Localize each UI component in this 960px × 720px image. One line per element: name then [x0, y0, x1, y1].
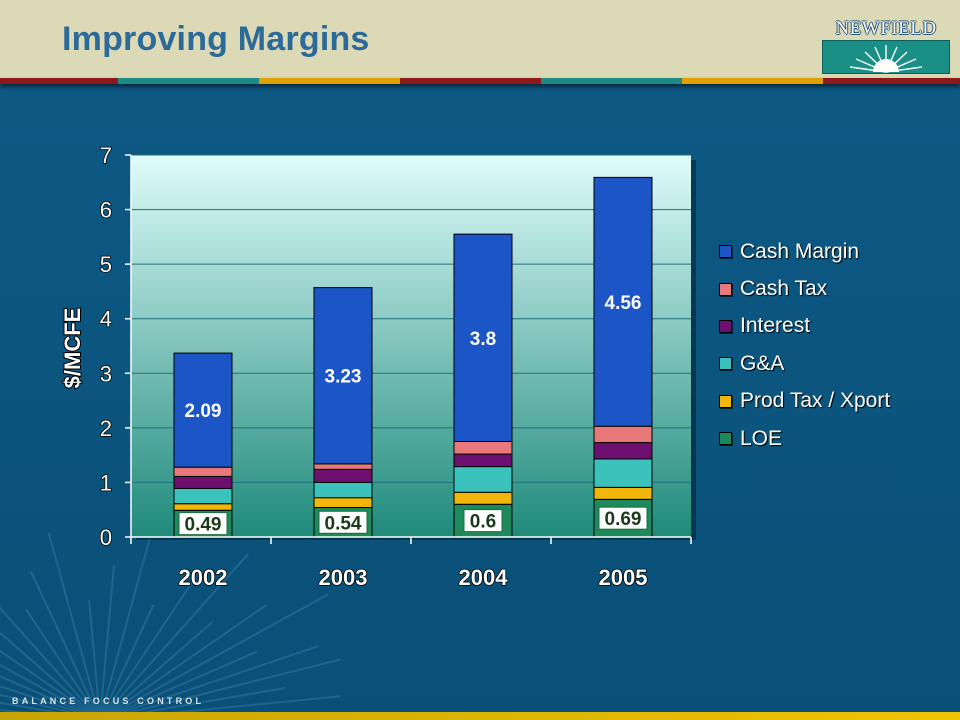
data-label-box	[178, 512, 228, 536]
stripe-segment	[118, 78, 259, 84]
bar-segment	[313, 463, 373, 470]
stripe-segment	[823, 78, 960, 84]
legend-swatch	[719, 282, 732, 296]
bar-segment	[173, 475, 233, 489]
bar-segment	[173, 352, 233, 468]
data-label: 2.09	[185, 401, 222, 422]
bar-segment	[313, 481, 373, 499]
data-labels: 2002 2003 2004 2005 0.49 0.54 0.6 0.69 2.09 3.23 3…	[178, 293, 648, 591]
legend-swatch	[719, 432, 732, 446]
y-tick-label: 2	[100, 416, 112, 441]
legend-item: Interest	[719, 308, 949, 345]
stripe-segment	[400, 78, 541, 84]
y-tick-label: 7	[100, 143, 112, 168]
legend-label: LOE	[740, 426, 783, 450]
bar-segment	[593, 442, 653, 460]
bar-segment	[453, 233, 513, 442]
stripe-segment	[541, 78, 682, 84]
x-tick-label: 2002	[179, 565, 228, 590]
y-tick-label: 3	[100, 361, 112, 386]
data-label: 3.23	[325, 367, 362, 388]
header-stripe	[0, 78, 960, 84]
axes: 0 1 2 3 4 5 6 7	[99, 142, 692, 551]
bar-segment	[173, 487, 233, 505]
y-tick-label: 4	[100, 307, 112, 332]
sunburst-logo-icon	[822, 40, 950, 74]
data-label-box	[598, 506, 648, 530]
legend-item: LOE	[719, 420, 949, 457]
bar-segment	[173, 503, 233, 511]
legend-swatch	[719, 319, 732, 333]
y-tick-label: 6	[100, 198, 112, 223]
y-tick-label: 1	[100, 470, 112, 495]
legend-label: Cash Tax	[740, 277, 828, 301]
y-tick-label: 5	[100, 252, 112, 277]
data-label-box	[318, 510, 368, 534]
stripe-segment	[259, 78, 400, 84]
bar-segment	[593, 425, 653, 444]
data-label: 0.6	[470, 512, 496, 533]
x-tick-label: 2004	[459, 565, 509, 590]
data-label: 0.54	[325, 513, 362, 534]
data-label-box	[463, 509, 503, 533]
legend-swatch	[719, 357, 732, 371]
legend-item: G&A	[719, 345, 949, 382]
stripe-segment	[682, 78, 823, 84]
y-axis-label: $/MCFE	[60, 308, 85, 389]
legend-swatch	[719, 245, 732, 259]
bar-segment	[453, 453, 513, 468]
x-tick-label: 2005	[599, 565, 648, 590]
legend-item: Prod Tax / Xport	[719, 383, 949, 420]
legend-swatch	[719, 394, 732, 408]
bar-segment	[313, 468, 373, 483]
x-tick-label: 2003	[319, 565, 368, 590]
stripe-segment	[0, 78, 118, 84]
y-tick-label: 0	[100, 525, 112, 550]
header-band	[0, 0, 960, 78]
data-label: 0.69	[605, 509, 642, 530]
legend-label: Interest	[740, 314, 811, 338]
data-label: 3.8	[470, 329, 496, 350]
legend-label: G&A	[740, 351, 785, 375]
legend-item: Cash Tax	[719, 270, 949, 307]
legend-label: Prod Tax / Xport	[740, 389, 891, 413]
data-label: 4.56	[605, 293, 642, 314]
bar-segment	[453, 491, 513, 505]
bar-segment	[313, 497, 373, 509]
bar-segment	[313, 287, 373, 465]
bar-segment	[173, 466, 233, 477]
page-title: Improving Margins	[62, 20, 370, 58]
bar-segment	[593, 486, 653, 500]
bar-segment	[453, 466, 513, 493]
chart-legend: Cash Margin Cash Tax Interest G&A Prod Tax /…	[719, 233, 949, 457]
bottom-bar	[0, 712, 960, 720]
bar-segment	[593, 458, 653, 488]
bar-segment	[593, 176, 653, 427]
data-label: 0.49	[185, 515, 222, 536]
legend-label: Cash Margin	[740, 239, 860, 263]
company-logo: NEWFIELD	[822, 18, 950, 74]
logo-wordmark: NEWFIELD	[835, 18, 937, 39]
tagline: BALANCE FOCUS CONTROL	[12, 696, 205, 706]
bar-segment	[453, 441, 513, 455]
legend-item: Cash Margin	[719, 233, 949, 270]
